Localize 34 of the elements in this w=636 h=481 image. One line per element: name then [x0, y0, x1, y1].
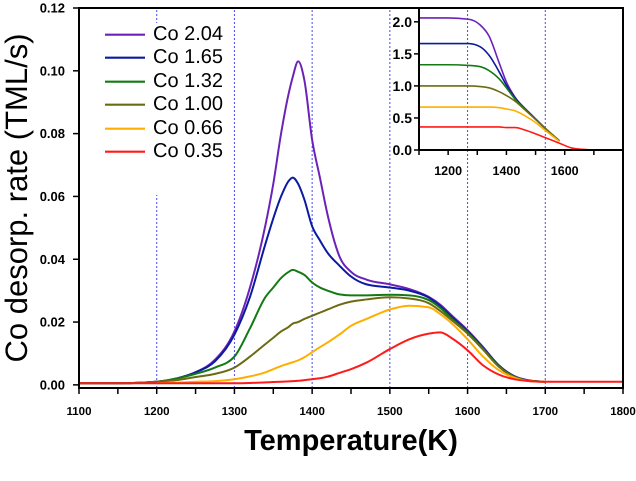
line-series	[419, 85, 560, 142]
x-tick-label: 1500	[377, 406, 403, 418]
x-tick-label: 1700	[532, 406, 558, 418]
x-tick-label: 1200	[434, 164, 462, 178]
y-tick-label: 0.10	[40, 63, 65, 78]
y-axis-title: Co desorp. rate (TML/s)	[0, 33, 34, 363]
y-tick-label: 0.00	[40, 377, 65, 392]
line-series	[419, 106, 560, 142]
line-series	[79, 331, 623, 384]
legend-label: Co 1.32	[153, 70, 224, 94]
x-tick-label: 1600	[550, 164, 579, 178]
x-tick-label: 1400	[299, 406, 325, 418]
y-tick-label: 0.02	[40, 314, 65, 330]
legend-label: Co 1.00	[153, 93, 224, 117]
y-tick-label: 0.0	[392, 142, 412, 158]
y-tick-label: 0.08	[40, 126, 65, 142]
x-axis-title: Temperature(K)	[244, 425, 458, 457]
legend-label: Co 2.04	[153, 23, 224, 46]
legend-label: Co 0.66	[153, 116, 224, 140]
legend-label: Co 1.65	[153, 46, 224, 70]
x-tick-label: 1400	[492, 164, 520, 178]
x-tick-label: 1600	[454, 406, 480, 418]
y-tick-label: 2.0	[392, 14, 412, 30]
y-tick-label: 0.5	[392, 110, 412, 126]
y-tick-label: 1.5	[392, 46, 412, 62]
x-tick-label: 1200	[144, 406, 170, 418]
y-tick-label: 0.12	[40, 0, 65, 16]
y-tick-label: 1.0	[392, 78, 412, 94]
y-tick-label: 0.04	[40, 252, 66, 267]
x-tick-label: 1300	[222, 406, 248, 418]
legend-label: Co 0.35	[153, 140, 224, 164]
x-tick-label: 1100	[66, 406, 92, 418]
y-tick-label: 0.06	[40, 189, 65, 204]
x-tick-label: 1800	[610, 406, 636, 418]
